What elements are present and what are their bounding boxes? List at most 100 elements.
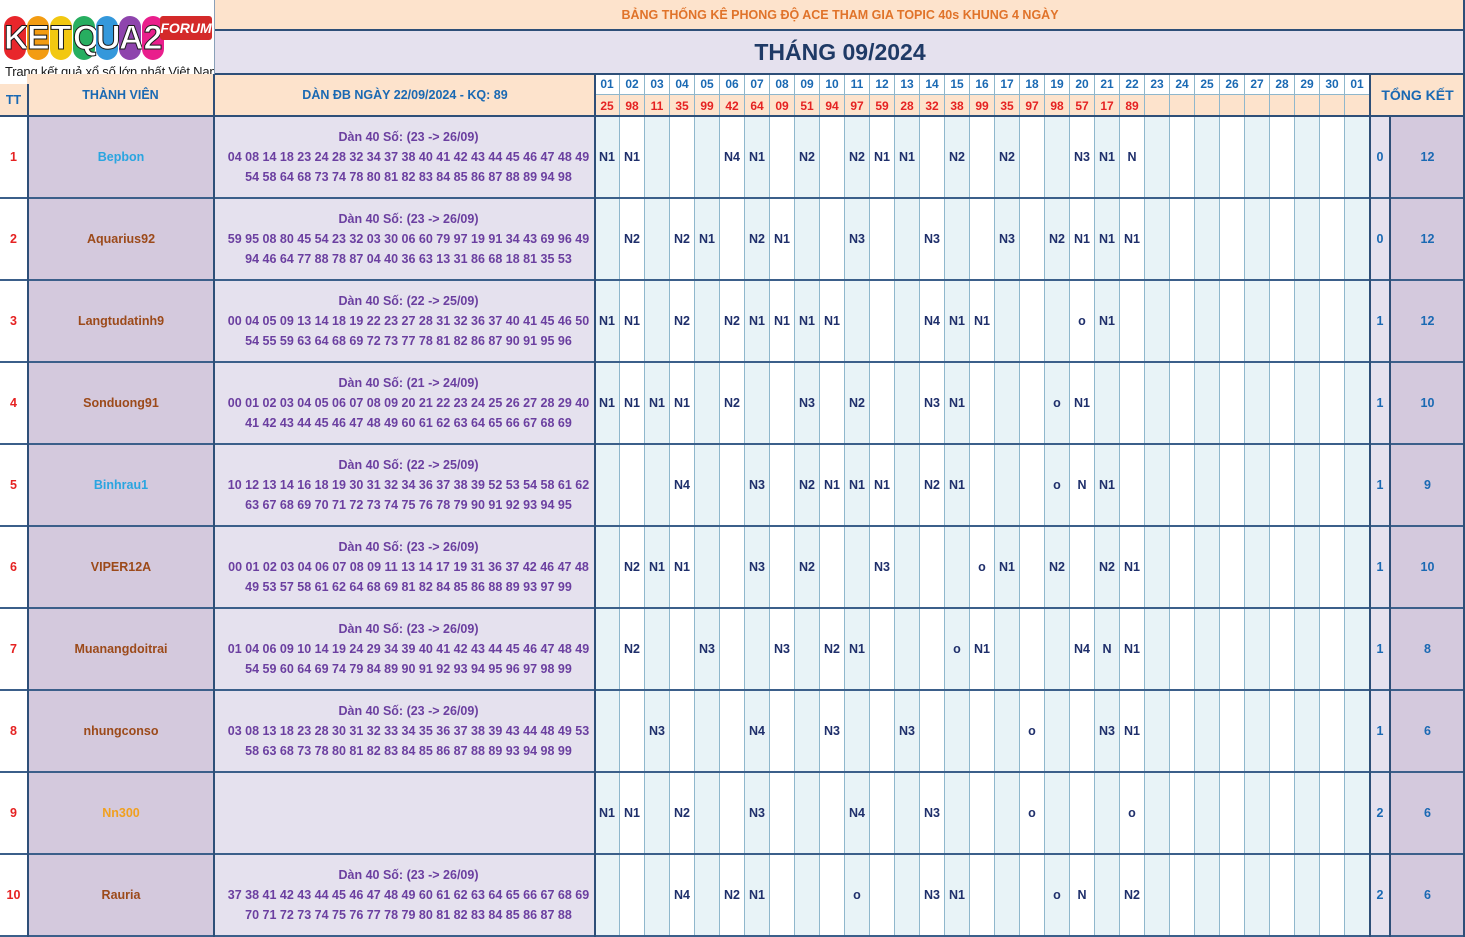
- day-mark-cell: [1145, 527, 1170, 607]
- day-mark-cell: [1220, 773, 1245, 853]
- day-mark: N2: [799, 478, 815, 492]
- day-result: 89: [1120, 95, 1145, 116]
- grid-line: [1369, 74, 1371, 937]
- day-mark-cell: N2: [1120, 855, 1145, 935]
- day-mark: o: [1028, 724, 1036, 738]
- day-mark: N1: [599, 150, 615, 164]
- day-mark-cell: [1345, 445, 1370, 525]
- day-mark-cell: [870, 199, 895, 279]
- total-a: 2: [1370, 773, 1390, 853]
- day-mark-cell: [595, 855, 620, 935]
- day-mark-cell: [1345, 527, 1370, 607]
- day-mark-cell: N2: [620, 609, 645, 689]
- day-mark: N3: [649, 724, 665, 738]
- day-mark-cell: N1: [770, 281, 795, 361]
- day-mark-cell: N2: [670, 773, 695, 853]
- day-mark-cell: N1: [595, 117, 620, 197]
- member-name: Bepbon: [29, 117, 213, 197]
- day-mark: N3: [899, 724, 915, 738]
- day-mark-cell: N2: [1095, 527, 1120, 607]
- day-mark-cell: [695, 855, 720, 935]
- dan-block: [215, 773, 594, 853]
- day-mark-cell: [1145, 609, 1170, 689]
- member-name: Aquarius92: [29, 199, 213, 279]
- day-mark-cell: [895, 773, 920, 853]
- day-mark: N4: [674, 888, 690, 902]
- dan-block: Dàn 40 Số: (22 -> 25/09) 10 12 13 14 16 1…: [215, 445, 594, 525]
- day-mark-cell: N4: [670, 445, 695, 525]
- day-mark: N1: [599, 314, 615, 328]
- day-mark-cell: [995, 445, 1020, 525]
- day-mark-cell: [1145, 445, 1170, 525]
- day-mark-cell: o: [1045, 363, 1070, 443]
- day-mark-cell: [1020, 199, 1045, 279]
- total-b: 6: [1390, 855, 1465, 935]
- day-mark: o: [1053, 888, 1061, 902]
- day-mark: N1: [799, 314, 815, 328]
- day-mark-cell: N1: [795, 281, 820, 361]
- row-separator: [0, 689, 1465, 691]
- day-mark-cell: [645, 117, 670, 197]
- row-number: 4: [0, 363, 27, 443]
- dan-block: Dàn 40 Số: (23 -> 26/09) 00 01 02 03 04 0…: [215, 527, 594, 607]
- day-mark: N1: [1099, 478, 1115, 492]
- day-mark: N3: [999, 232, 1015, 246]
- day-result: 99: [970, 95, 995, 116]
- day-mark: N1: [974, 642, 990, 656]
- day-mark-cell: [770, 773, 795, 853]
- day-mark: N2: [849, 396, 865, 410]
- day-mark-cell: o: [845, 855, 870, 935]
- day-mark-cell: N3: [645, 691, 670, 771]
- day-mark-cell: [1070, 527, 1095, 607]
- day-mark-cell: [1245, 363, 1270, 443]
- dan-numbers-line-2: 49 53 57 58 61 62 64 68 69 81 82 84 85 8…: [245, 580, 572, 594]
- day-mark-cell: [1270, 363, 1295, 443]
- day-mark-cell: N4: [670, 855, 695, 935]
- day-mark-cell: [745, 363, 770, 443]
- day-header: 29: [1295, 74, 1320, 95]
- total-b: 6: [1390, 773, 1465, 853]
- day-mark: N3: [1099, 724, 1115, 738]
- day-mark-cell: [795, 773, 820, 853]
- grid-line: [213, 74, 215, 937]
- day-mark-cell: [695, 445, 720, 525]
- dan-title: Dàn 40 Số: (23 -> 26/09): [338, 130, 479, 144]
- day-mark-cell: N3: [1070, 117, 1095, 197]
- day-mark-cell: [1145, 363, 1170, 443]
- day-mark-cell: N3: [770, 609, 795, 689]
- day-mark-cell: [795, 855, 820, 935]
- logo-letter: K: [4, 16, 29, 60]
- total-b: 8: [1390, 609, 1465, 689]
- day-mark-cell: [1345, 363, 1370, 443]
- day-mark-cell: [1270, 691, 1295, 771]
- day-mark-cell: [1295, 445, 1320, 525]
- dan-title: Dàn 40 Số: (23 -> 26/09): [338, 212, 479, 226]
- day-mark-cell: [1320, 691, 1345, 771]
- day-mark-cell: [1295, 691, 1320, 771]
- day-mark-cell: [1045, 281, 1070, 361]
- day-mark-cell: N1: [1120, 691, 1145, 771]
- day-mark-cell: [1020, 281, 1045, 361]
- day-mark: N1: [624, 396, 640, 410]
- day-mark-cell: N1: [820, 281, 845, 361]
- day-mark-cell: N1: [1095, 199, 1120, 279]
- total-a: 0: [1370, 117, 1390, 197]
- day-mark-cell: [970, 445, 995, 525]
- day-mark-cell: N3: [745, 773, 770, 853]
- day-mark-cell: [870, 281, 895, 361]
- day-result: 57: [1070, 95, 1095, 116]
- day-mark: N3: [749, 560, 765, 574]
- day-header: 08: [770, 74, 795, 95]
- day-mark: N: [1127, 150, 1137, 164]
- day-header: 22: [1120, 74, 1145, 95]
- day-header: 09: [795, 74, 820, 95]
- site-logo[interactable]: K E T Q U A 2 FORUM Trang kết quả xổ số lớn nhất…: [0, 0, 215, 84]
- total-a: 1: [1370, 527, 1390, 607]
- day-mark-cell: N2: [620, 527, 645, 607]
- day-result: 28: [895, 95, 920, 116]
- day-mark: N1: [824, 478, 840, 492]
- day-mark-cell: [670, 609, 695, 689]
- grid-line: [215, 29, 1465, 31]
- dan-title: Dàn 40 Số: (23 -> 26/09): [338, 868, 479, 882]
